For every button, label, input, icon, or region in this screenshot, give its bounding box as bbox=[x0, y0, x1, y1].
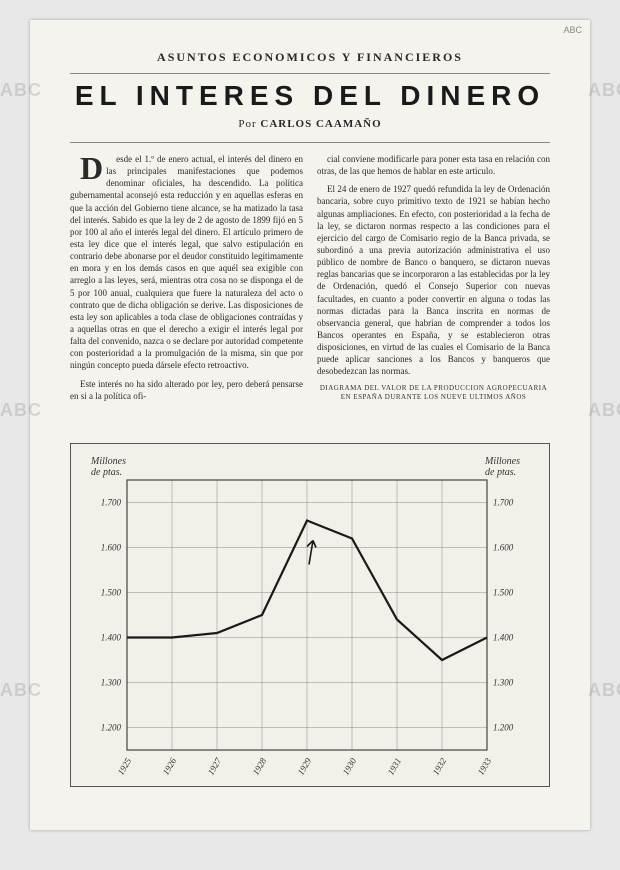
paragraph: Este interés no ha sido alterado por ley… bbox=[70, 378, 303, 402]
watermark: ABC bbox=[588, 680, 620, 701]
svg-text:1.500: 1.500 bbox=[101, 588, 122, 598]
article-title: EL INTERES DEL DINERO bbox=[70, 80, 550, 112]
svg-text:1.500: 1.500 bbox=[493, 588, 514, 598]
svg-text:1.400: 1.400 bbox=[493, 633, 514, 643]
byline-author: CARLOS CAAMAÑO bbox=[260, 118, 381, 130]
svg-text:de ptas.: de ptas. bbox=[485, 467, 516, 478]
svg-text:1.300: 1.300 bbox=[101, 678, 122, 688]
svg-text:1.200: 1.200 bbox=[101, 723, 122, 733]
svg-text:Millones: Millones bbox=[90, 456, 126, 467]
byline: Por CARLOS CAAMAÑO bbox=[70, 118, 550, 130]
column-left: D esde el 1.º de enero actual, el interé… bbox=[70, 153, 303, 443]
byline-prefix: Por bbox=[238, 118, 256, 130]
paragraph: D esde el 1.º de enero actual, el interé… bbox=[70, 153, 303, 372]
svg-text:1.700: 1.700 bbox=[101, 498, 122, 508]
paragraph: El 24 de enero de 1927 quedó refundida l… bbox=[317, 183, 550, 377]
svg-text:Millones: Millones bbox=[484, 456, 520, 467]
line-chart: Millonesde ptas.Millonesde ptas.1.2001.2… bbox=[77, 450, 537, 780]
svg-text:1.600: 1.600 bbox=[493, 543, 514, 553]
watermark: ABC bbox=[588, 80, 620, 101]
svg-text:1.400: 1.400 bbox=[101, 633, 122, 643]
page: ABC ASUNTOS ECONOMICOS Y FINANCIEROS EL … bbox=[30, 20, 590, 830]
rule bbox=[70, 73, 550, 74]
article-columns: D esde el 1.º de enero actual, el interé… bbox=[70, 153, 550, 443]
chart-container: Millonesde ptas.Millonesde ptas.1.2001.2… bbox=[70, 443, 550, 787]
paragraph-text: esde el 1.º de enero actual, el interés … bbox=[70, 154, 303, 370]
paragraph: cial conviene modificarle para poner est… bbox=[317, 153, 550, 177]
watermark: ABC bbox=[588, 400, 620, 421]
dropcap: D bbox=[70, 153, 106, 181]
svg-text:1.200: 1.200 bbox=[493, 723, 514, 733]
svg-text:1.600: 1.600 bbox=[101, 543, 122, 553]
rule bbox=[70, 142, 550, 143]
section-kicker: ASUNTOS ECONOMICOS Y FINANCIEROS bbox=[70, 50, 550, 65]
source-label: ABC bbox=[563, 25, 582, 35]
svg-text:1.700: 1.700 bbox=[493, 498, 514, 508]
column-right: cial conviene modificarle para poner est… bbox=[317, 153, 550, 443]
chart-caption: DIAGRAMA DEL VALOR DE LA PRODUCCION AGRO… bbox=[317, 384, 550, 402]
svg-text:1.300: 1.300 bbox=[493, 678, 514, 688]
svg-text:de ptas.: de ptas. bbox=[91, 467, 122, 478]
